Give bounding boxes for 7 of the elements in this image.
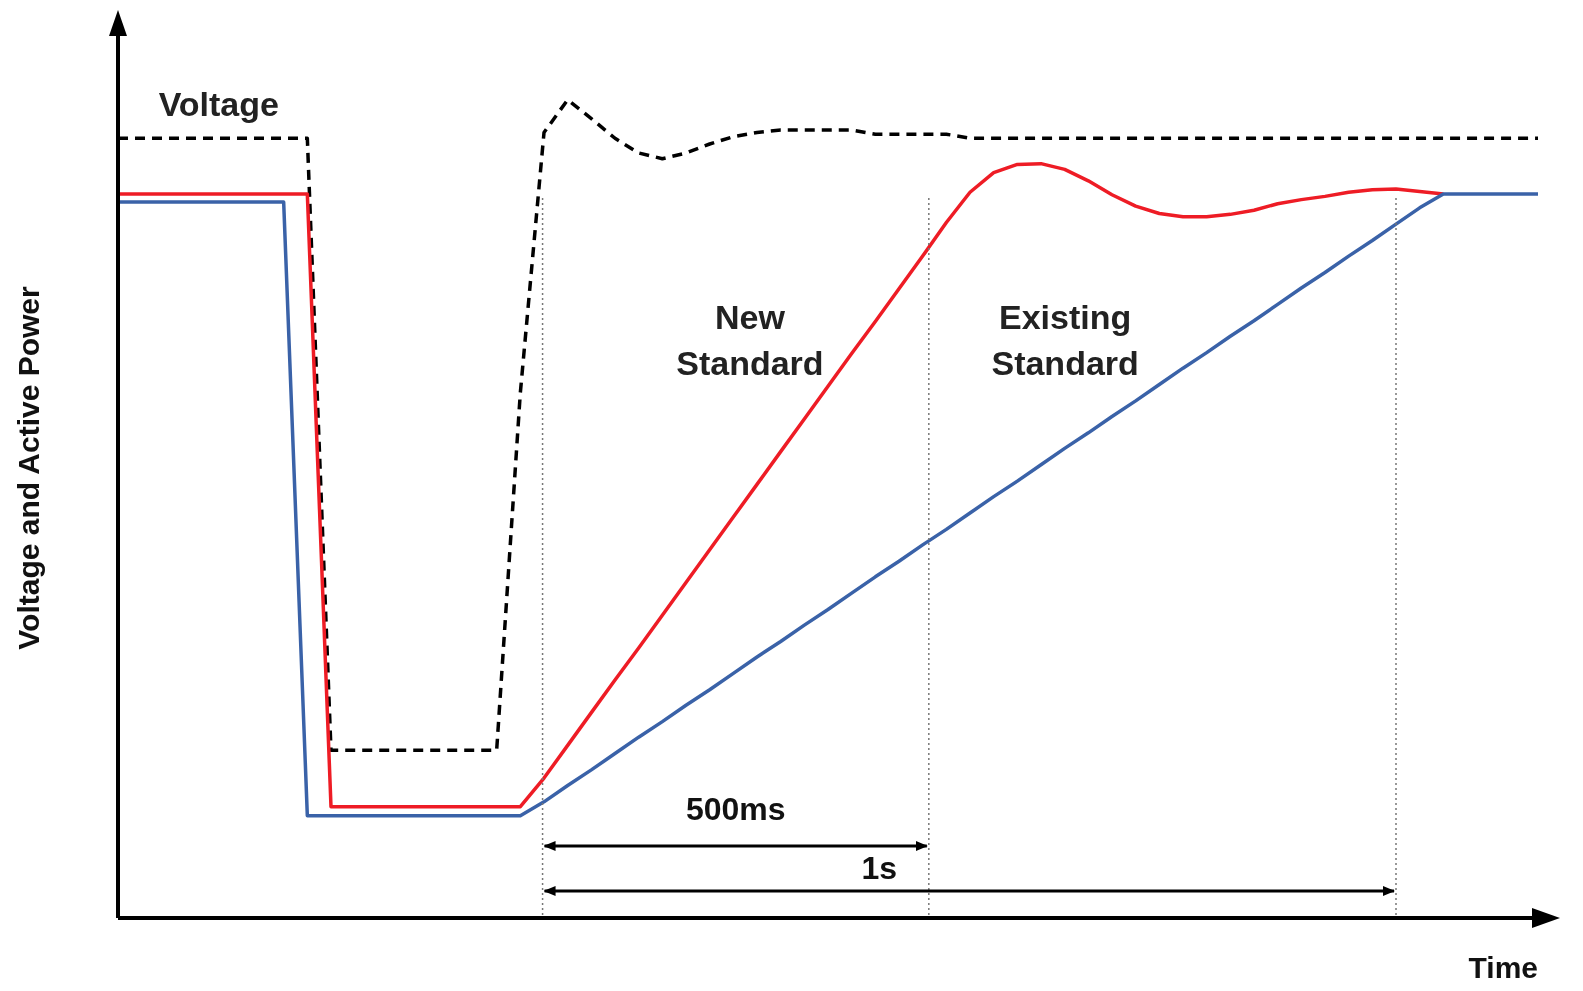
series-label: New Standard: [676, 297, 824, 382]
annotation: 500ms: [685, 791, 786, 827]
annotation: 1s: [861, 850, 898, 886]
series-label: Voltage: [158, 85, 279, 124]
x-axis-title: Time: [1468, 951, 1538, 984]
series-label: Existing Standard: [991, 297, 1139, 382]
y-axis-title: Voltage and Active Power: [11, 285, 45, 650]
